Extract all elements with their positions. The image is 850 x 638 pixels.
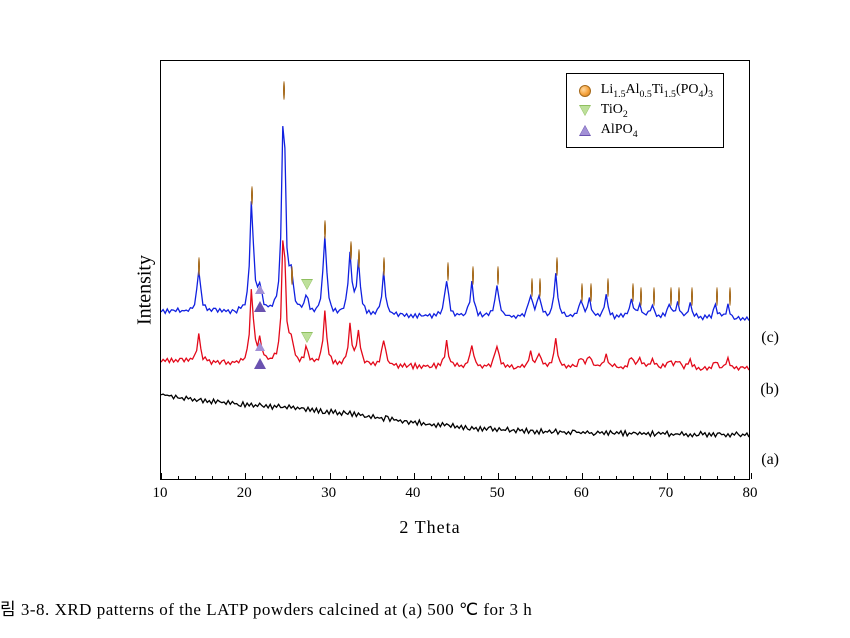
triangle-up-icon	[577, 122, 593, 138]
latp-marker-icon	[556, 258, 558, 276]
latp-marker-icon	[539, 279, 541, 297]
legend-label: AlPO4	[601, 122, 638, 140]
latp-marker-icon	[581, 284, 583, 302]
figure-caption: 림 3-8. XRD patterns of the LATP powders …	[0, 595, 850, 620]
tio2-marker-icon	[301, 343, 313, 361]
latp-marker-icon	[632, 284, 634, 302]
latp-marker-icon	[283, 82, 285, 100]
triangle-down-icon	[577, 103, 593, 119]
latp-marker-icon	[472, 267, 474, 285]
x-tick-label: 50	[490, 485, 505, 502]
curve-b	[161, 240, 749, 370]
latp-marker-icon	[691, 288, 693, 306]
latp-marker-icon	[716, 288, 718, 306]
latp-marker-icon	[251, 187, 253, 205]
latp-marker-icon	[670, 288, 672, 306]
series-label-b: (b)	[760, 381, 779, 399]
x-tick-label: 20	[237, 485, 252, 502]
latp-marker-icon	[497, 267, 499, 285]
latp-marker-icon	[653, 288, 655, 306]
plot-area: Li1.5Al0.5Ti1.5(PO4)3 TiO2 AlPO4 (a) (b)…	[160, 60, 750, 480]
curve-c	[161, 126, 749, 320]
latp-marker-icon	[198, 258, 200, 276]
curve-a	[161, 394, 749, 437]
latp-marker-icon	[383, 258, 385, 276]
x-tick-labels: 1020304050607080	[160, 485, 750, 505]
legend-item-tio2: TiO2	[577, 102, 713, 120]
x-tick-label: 60	[574, 485, 589, 502]
legend-label: Li1.5Al0.5Ti1.5(PO4)3	[601, 82, 713, 100]
latp-marker-icon	[607, 279, 609, 297]
x-tick-label: 40	[405, 485, 420, 502]
alpo4-marker-icon	[254, 284, 266, 302]
x-axis-label: 2 Theta	[90, 517, 770, 538]
circle-icon	[577, 83, 593, 99]
tio2-marker-icon	[301, 290, 313, 308]
latp-marker-icon	[350, 242, 352, 260]
latp-marker-icon	[324, 221, 326, 239]
x-tick-label: 70	[658, 485, 673, 502]
xrd-chart: Intensity Li1.5Al0.5Ti1.5(PO4)3 TiO2 AlP…	[90, 50, 770, 530]
latp-marker-icon	[678, 288, 680, 306]
latp-marker-icon	[291, 267, 293, 285]
latp-marker-icon	[358, 250, 360, 268]
latp-marker-icon	[531, 279, 533, 297]
latp-marker-icon	[640, 288, 642, 306]
legend-item-latp: Li1.5Al0.5Ti1.5(PO4)3	[577, 82, 713, 100]
latp-marker-icon	[590, 284, 592, 302]
legend: Li1.5Al0.5Ti1.5(PO4)3 TiO2 AlPO4	[566, 73, 724, 148]
series-label-a: (a)	[761, 451, 779, 469]
x-tick-label: 10	[153, 485, 168, 502]
legend-label: TiO2	[601, 102, 628, 120]
latp-marker-icon	[729, 288, 731, 306]
latp-marker-icon	[447, 263, 449, 281]
y-axis-label: Intensity	[134, 255, 157, 325]
x-tick-label: 80	[743, 485, 758, 502]
legend-item-alpo4: AlPO4	[577, 122, 713, 140]
alpo4-marker-icon	[254, 341, 266, 359]
series-label-c: (c)	[761, 329, 779, 347]
x-tick-label: 30	[321, 485, 336, 502]
